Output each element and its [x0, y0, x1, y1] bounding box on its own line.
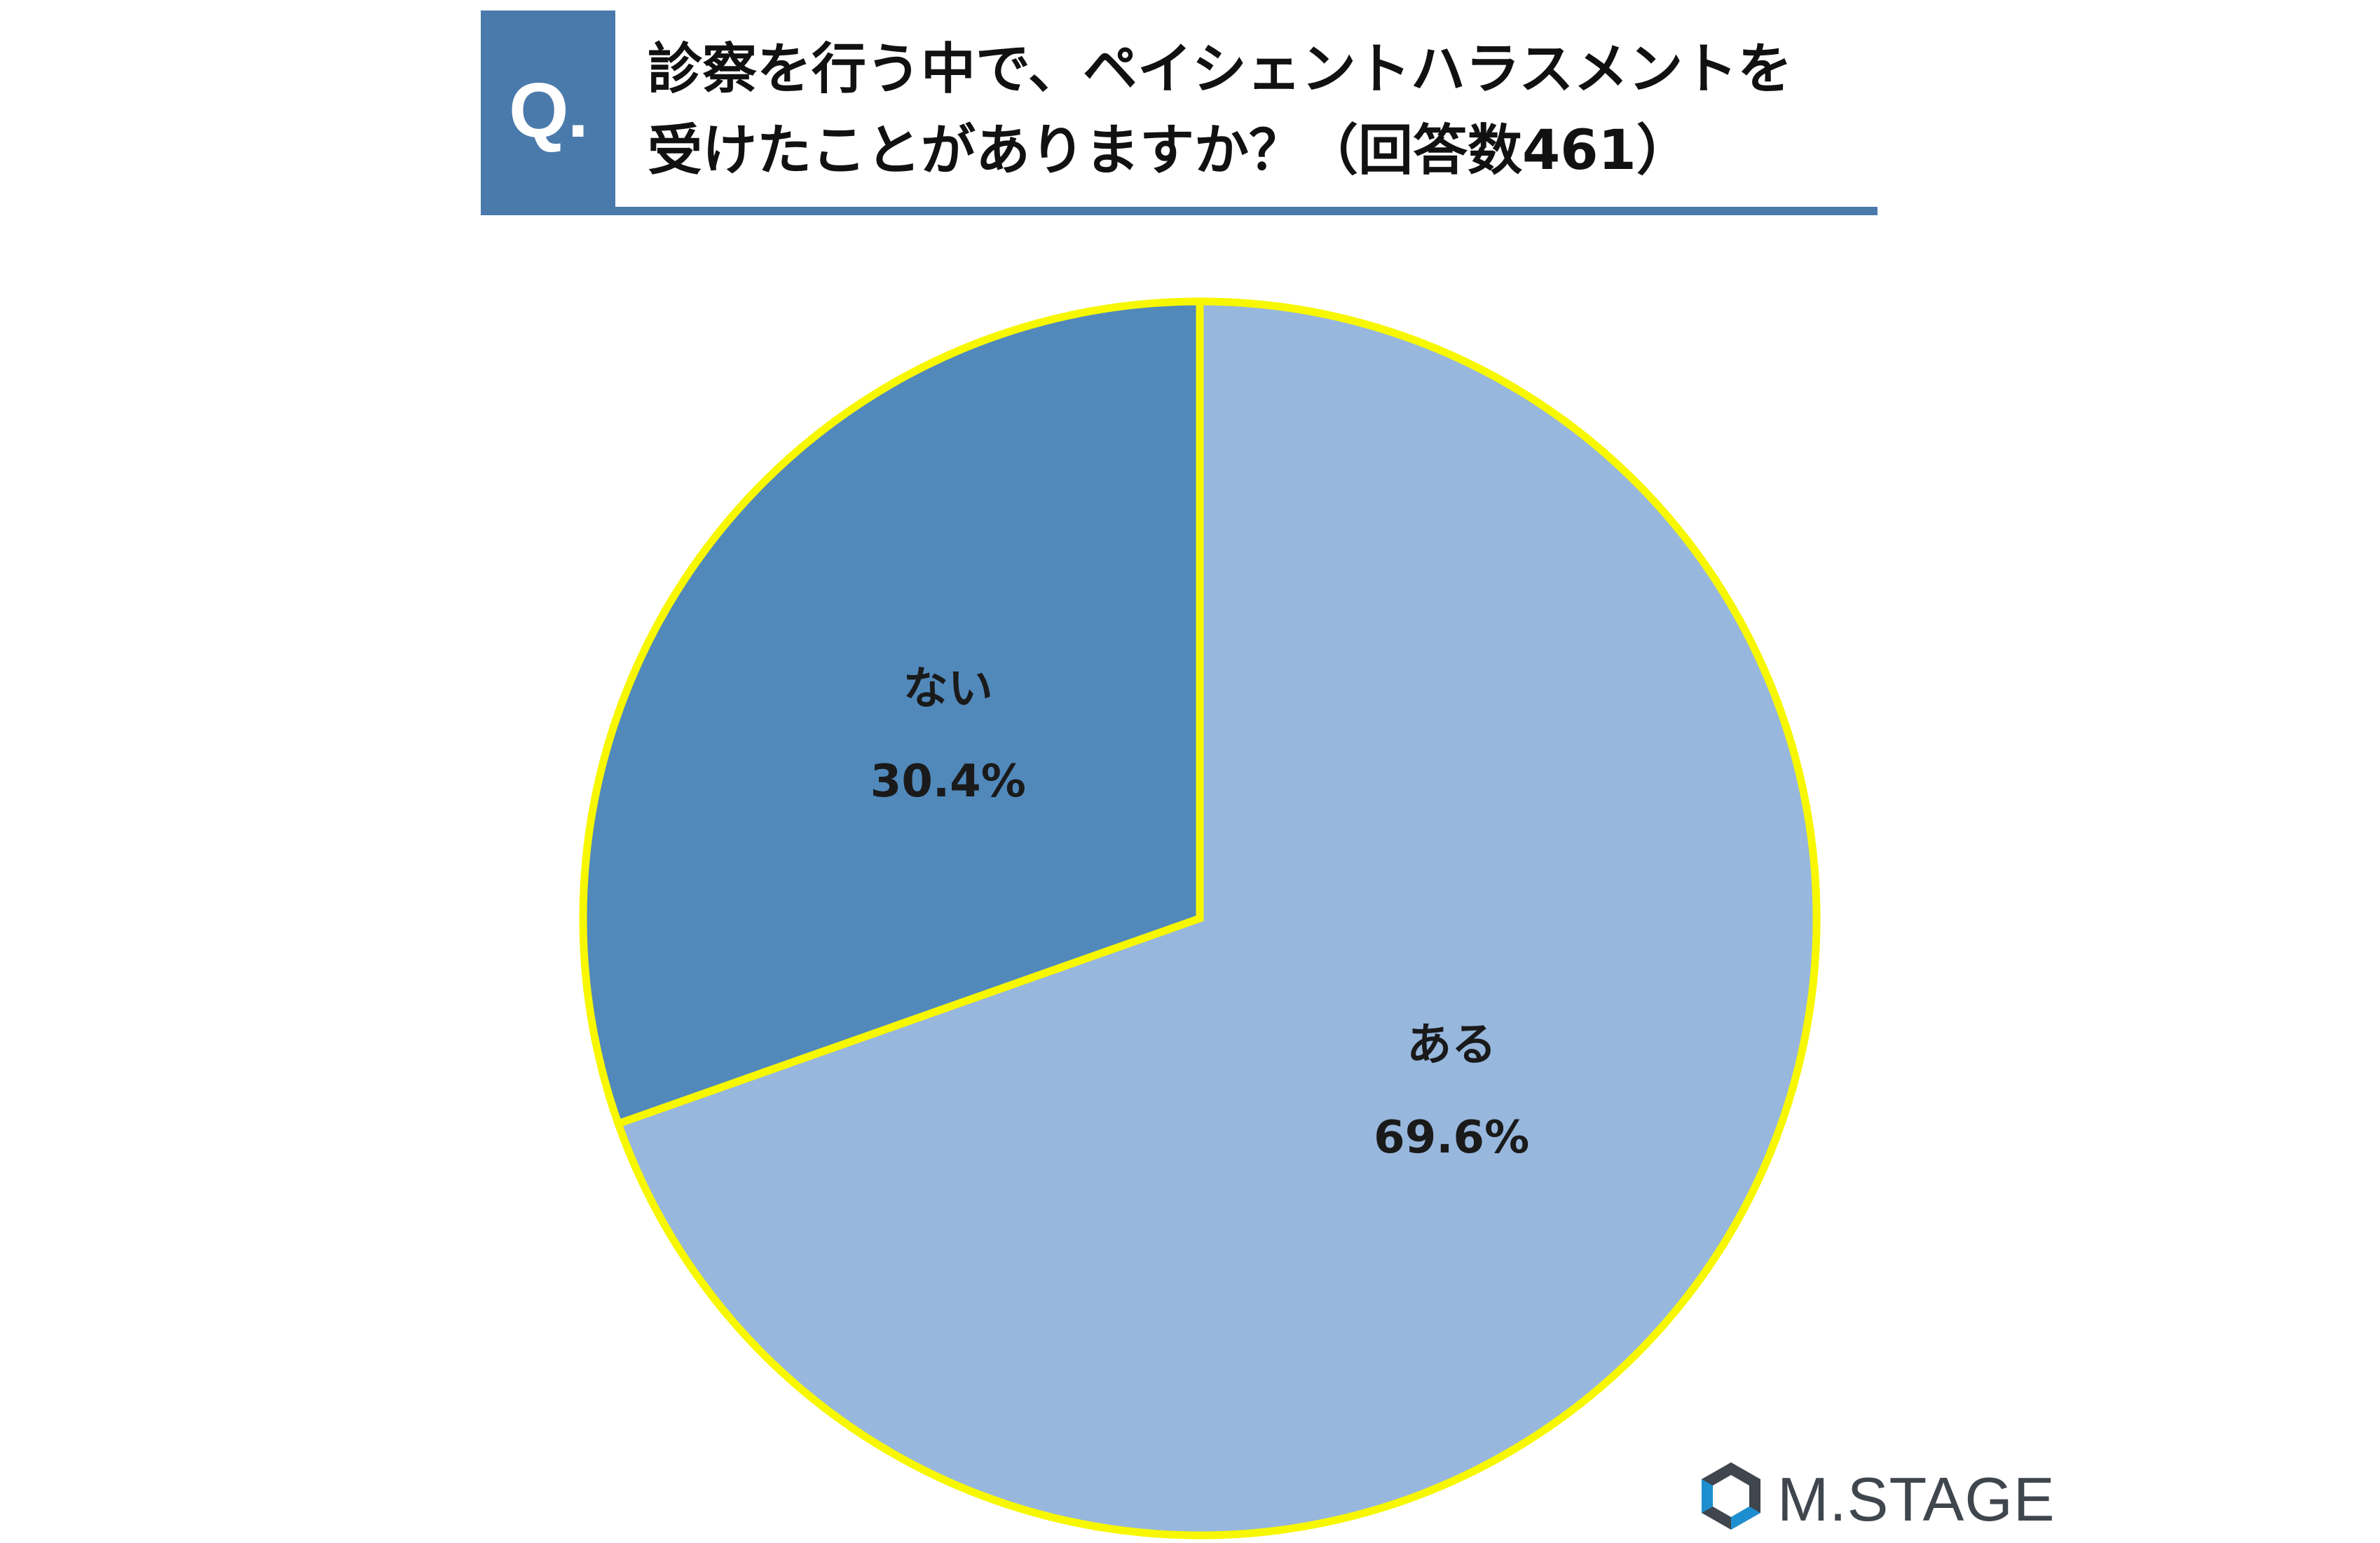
- pie-labels: ある 69.6% ない 30.4%: [870, 663, 1529, 1164]
- chart-header: Q. 診察を行う中で、ペイシェントハラスメントを 受けたことがありますか？（回答…: [481, 11, 1878, 215]
- pie-slice-1: [613, 297, 1821, 1539]
- question-label: Q.: [508, 67, 589, 154]
- pie-slices: [579, 297, 1821, 1539]
- pie-slice-value-label: 30.4%: [870, 756, 1026, 808]
- chart-title-line-2: 受けたことがありますか？（回答数461）: [648, 119, 1691, 182]
- pie-slice-category-label: ある: [1407, 1019, 1496, 1071]
- pie-slice-category-label: ない: [903, 663, 993, 715]
- chart-title: 診察を行う中で、ペイシェントハラスメントを 受けたことがありますか？（回答数46…: [648, 29, 1867, 191]
- mstage-logo-text: M.STAGE: [1777, 1464, 2056, 1534]
- chart-title-line-1: 診察を行う中で、ペイシェントハラスメントを: [648, 38, 1793, 101]
- header-divider: [481, 207, 1878, 215]
- pie-slice-2: [579, 297, 1204, 1129]
- mstage-logo-icon: [1702, 1462, 1760, 1530]
- mstage-logo: M.STAGE: [1695, 1460, 2059, 1537]
- question-badge: Q.: [481, 11, 615, 210]
- pie-slice-value-label: 69.6%: [1374, 1112, 1529, 1164]
